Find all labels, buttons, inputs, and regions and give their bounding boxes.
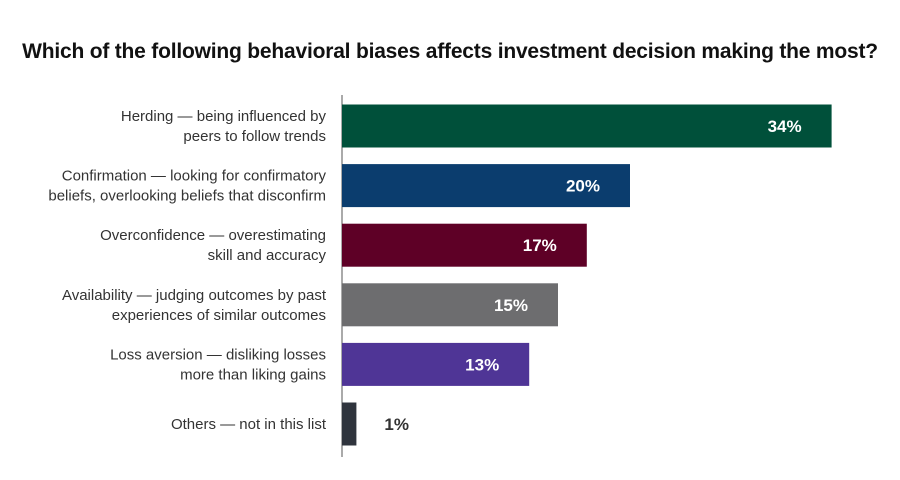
bar-1: [342, 104, 832, 148]
category-label-line: Overconfidence — overestimating: [100, 227, 326, 244]
category-label-line: experiences of similar outcomes: [112, 307, 326, 324]
category-label-6: Others — not in this list: [171, 416, 327, 433]
category-label-5: Loss aversion — disliking losses more tha…: [110, 346, 326, 383]
bar-2: [342, 164, 630, 208]
bar-3: [342, 223, 587, 267]
value-label-5: 13%: [465, 355, 499, 374]
category-label-line: peers to follow trends: [183, 128, 326, 145]
bar-4: [342, 283, 558, 327]
category-label-line: Availability — judging outcomes by past: [62, 287, 327, 304]
category-label-1: Herding — being influenced by peers to fo…: [121, 108, 327, 145]
value-label-3: 17%: [523, 236, 557, 255]
category-label-line: Others — not in this list: [171, 416, 327, 433]
category-label-line: Loss aversion — disliking losses: [110, 346, 326, 363]
value-label-1: 34%: [768, 117, 802, 136]
bar-6: [342, 402, 357, 446]
category-label-4: Availability — judging outcomes by past e…: [62, 287, 327, 324]
value-label-2: 20%: [566, 177, 600, 196]
chart-title: Which of the following behavioral biases…: [22, 40, 878, 63]
category-label-2: Confirmation — looking for confirmatory b…: [48, 168, 326, 205]
category-label-3: Overconfidence — overestimating skill and…: [100, 227, 326, 264]
category-label-line: skill and accuracy: [208, 247, 327, 264]
category-label-line: beliefs, overlooking beliefs that discon…: [48, 188, 326, 205]
category-label-line: Herding — being influenced by: [121, 108, 327, 125]
category-label-line: more than liking gains: [180, 366, 326, 383]
bar-5: [342, 342, 530, 386]
value-label-6: 1%: [384, 415, 409, 434]
value-label-4: 15%: [494, 296, 528, 315]
category-label-line: Confirmation — looking for confirmatory: [62, 168, 327, 185]
